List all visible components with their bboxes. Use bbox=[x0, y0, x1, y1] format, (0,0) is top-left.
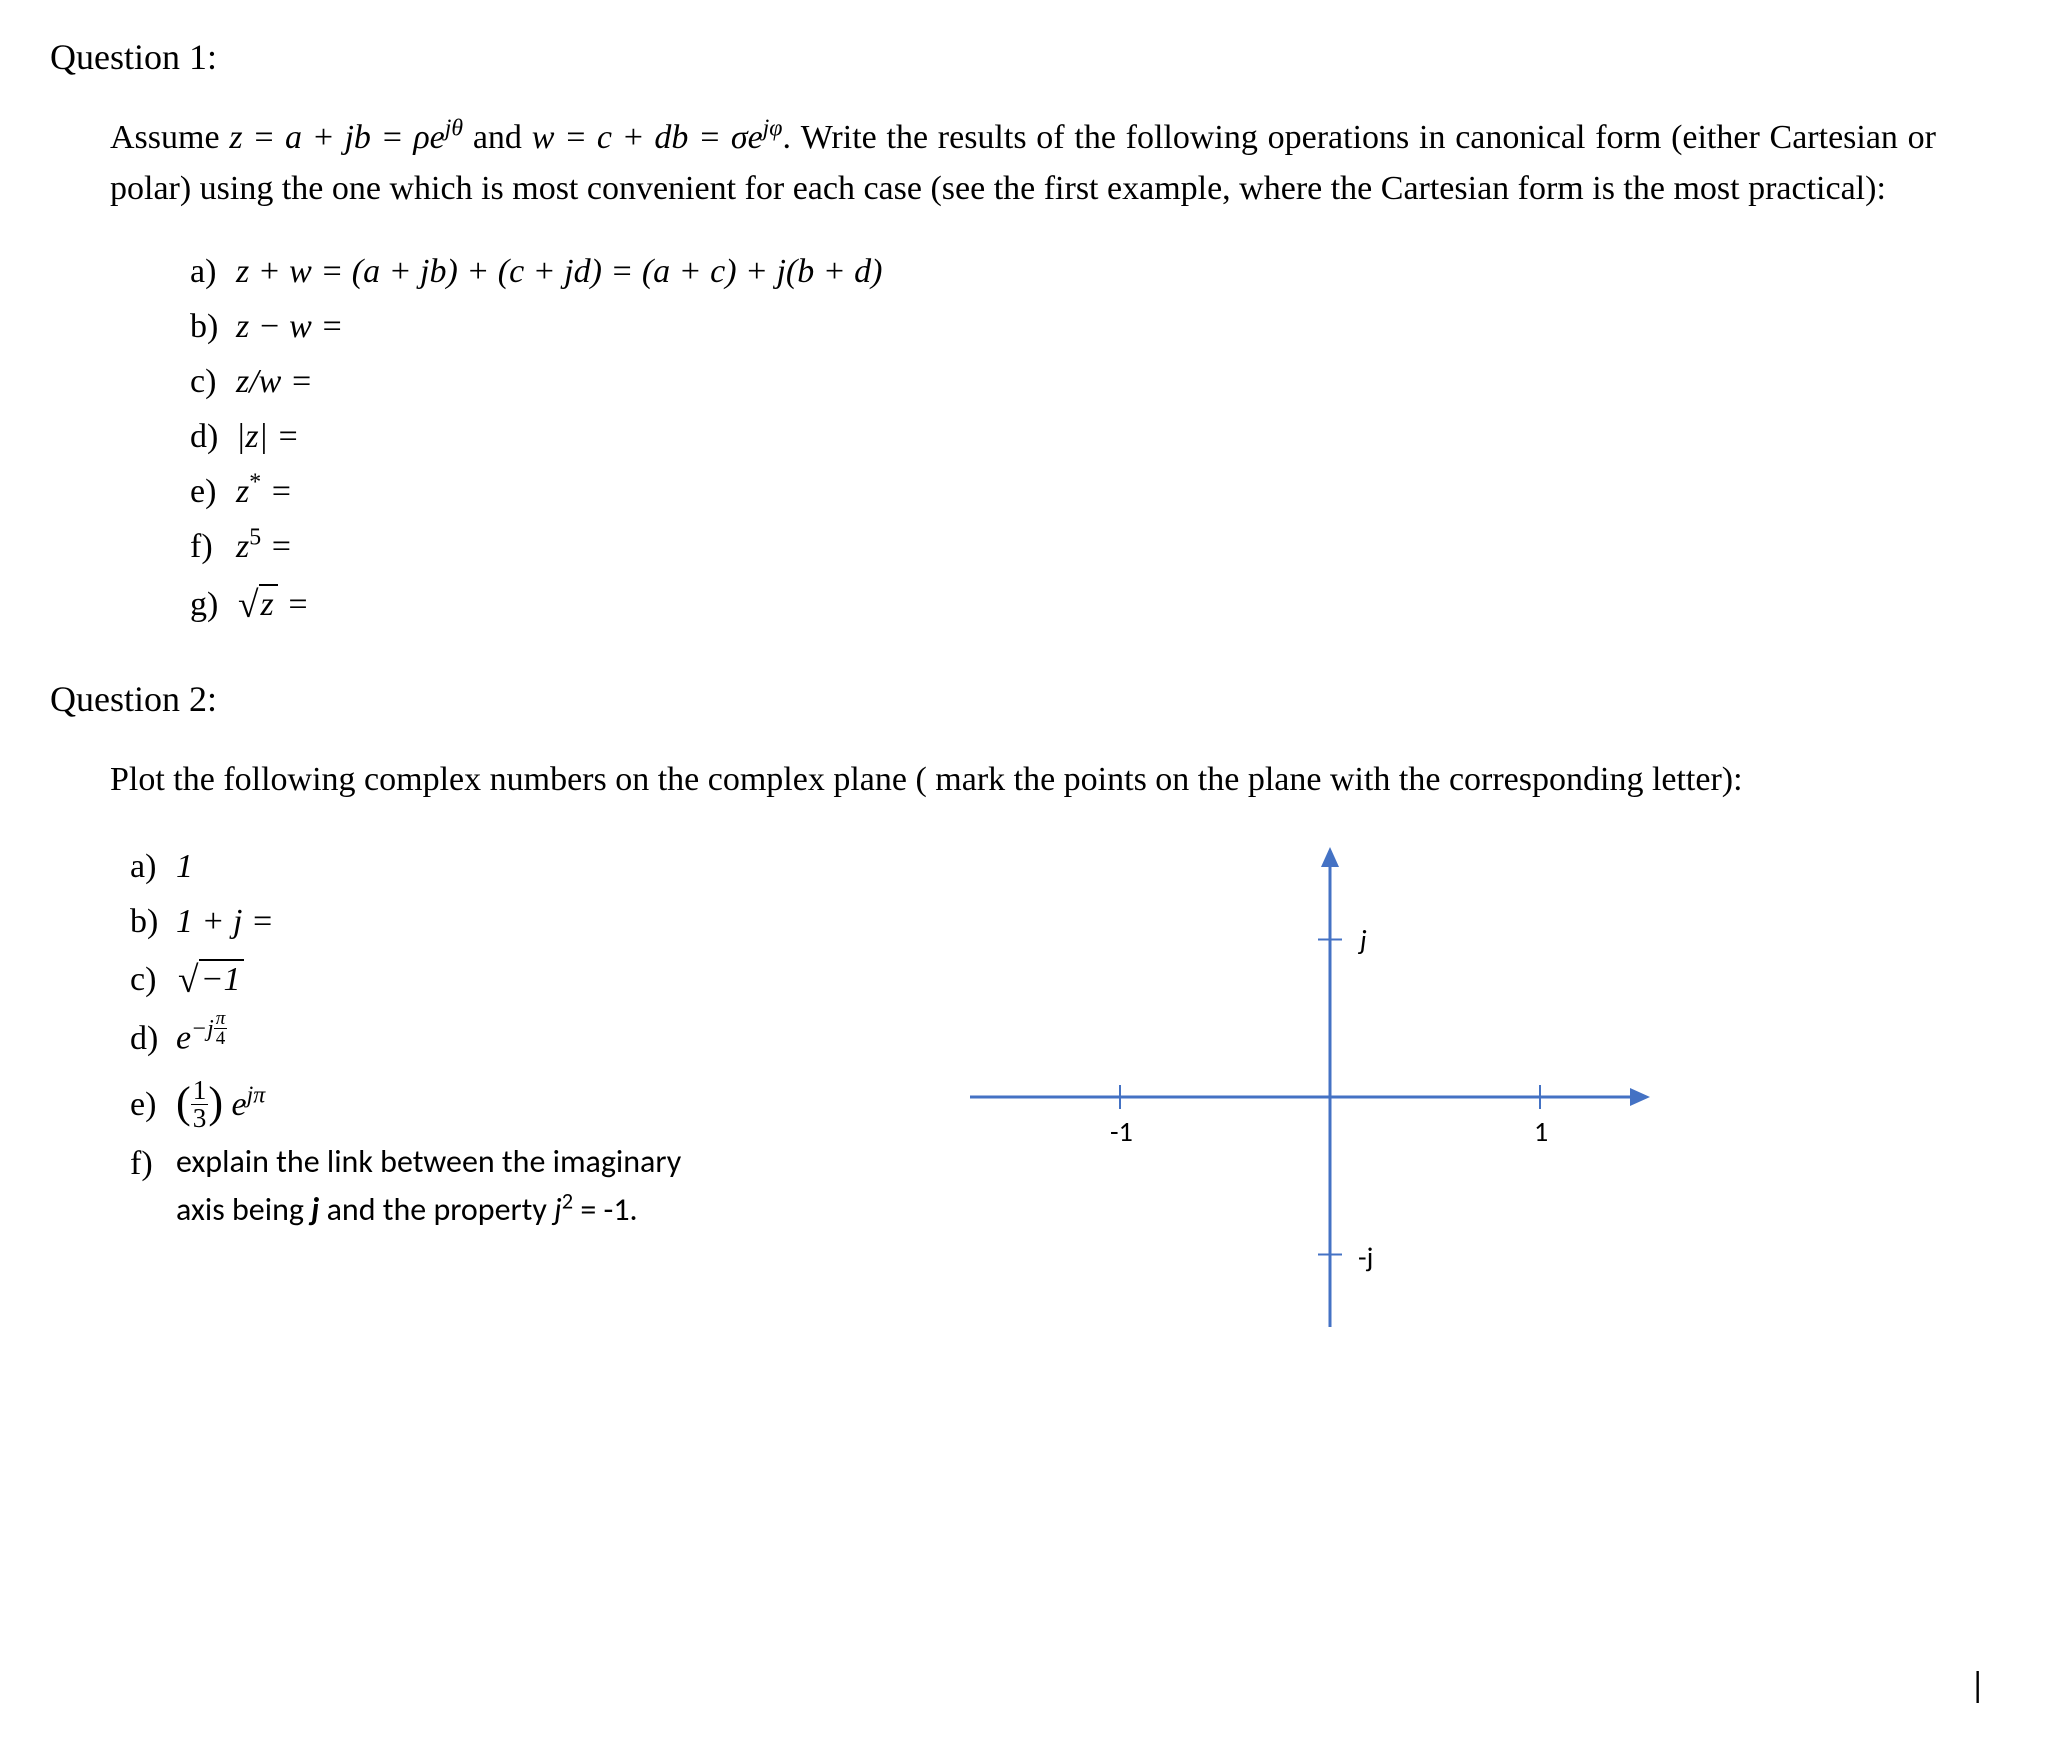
q2-d-e: e bbox=[176, 1020, 191, 1057]
q2-d-letter: d) bbox=[130, 1013, 176, 1064]
q2-left: a) 1 b) 1 + j = c) √−1 d) e−jπ4 bbox=[50, 837, 950, 1254]
sqrt-icon: √−1 bbox=[176, 951, 244, 1007]
q1-item-f: f) z5 = bbox=[190, 521, 1996, 572]
q2-b-text: 1 + j = bbox=[176, 896, 274, 947]
q2-f-l2-post: = -1. bbox=[573, 1190, 638, 1229]
q1-item-d: d) |z| = bbox=[190, 411, 1996, 462]
svg-text:1: 1 bbox=[1534, 1114, 1548, 1149]
q2-e-letter: e) bbox=[130, 1079, 176, 1130]
q2-f-letter: f) bbox=[130, 1138, 176, 1189]
q1-b-letter: b) bbox=[190, 301, 236, 352]
q1-e-star: * bbox=[249, 470, 261, 496]
q1-g-post: = bbox=[278, 586, 309, 623]
q2-e-num: 1 bbox=[191, 1077, 209, 1105]
q1-a-letter: a) bbox=[190, 246, 236, 297]
q1-heading: Question 1: bbox=[50, 30, 1996, 84]
q2-d-num: π bbox=[214, 1009, 228, 1029]
q1-intro-p1: Assume bbox=[110, 119, 229, 156]
q2-item-a: a) 1 bbox=[130, 841, 950, 892]
q1-w-exp: jφ bbox=[763, 116, 783, 142]
q1-z-exp: jθ bbox=[445, 116, 463, 142]
q1-z-rho: ρe bbox=[413, 119, 444, 156]
q2-item-b: b) 1 + j = bbox=[130, 896, 950, 947]
q2-intro: Plot the following complex numbers on th… bbox=[110, 754, 1936, 805]
q2-d-den: 4 bbox=[214, 1029, 228, 1048]
q1-f-post: = bbox=[261, 528, 292, 565]
q1-e-post: = bbox=[261, 473, 292, 510]
q2-f-l2-pre: axis being bbox=[176, 1190, 311, 1229]
q1-d-text: |z| = bbox=[236, 411, 299, 462]
q2-d-exp-pre: −j bbox=[191, 1016, 214, 1042]
q2-e-exp: jπ bbox=[247, 1082, 266, 1108]
q2-item-e: e) (13) ejπ bbox=[130, 1068, 950, 1135]
q2-plot-container: 1 -1 j -j bbox=[950, 837, 1996, 1372]
q2-e-den: 3 bbox=[191, 1105, 209, 1132]
svg-text:-j: -j bbox=[1358, 1240, 1373, 1275]
q2-e-e: e bbox=[232, 1086, 247, 1123]
q2-c-letter: c) bbox=[130, 954, 176, 1005]
q1-f-pre: z bbox=[236, 528, 249, 565]
text-cursor-icon: | bbox=[1969, 1658, 1986, 1712]
q1-f-letter: f) bbox=[190, 521, 236, 572]
q2-a-text: 1 bbox=[176, 841, 193, 892]
q1-d-letter: d) bbox=[190, 411, 236, 462]
q1-item-b: b) z − w = bbox=[190, 301, 1996, 352]
q1-z-lead: z = a + jb = bbox=[229, 119, 413, 156]
q2-f-line1: explain the link between the imaginary bbox=[176, 1142, 681, 1181]
q2-c-rad: −1 bbox=[199, 959, 245, 998]
sqrt-icon: √z bbox=[236, 576, 278, 632]
q1-intro-p2: and bbox=[463, 119, 532, 156]
q2-e-frac: 13 bbox=[191, 1077, 209, 1132]
q2-f-pow: 2 bbox=[562, 1189, 573, 1216]
q2-item-d: d) e−jπ4 bbox=[130, 1011, 950, 1063]
q2-row: a) 1 b) 1 + j = c) √−1 d) e−jπ4 bbox=[50, 837, 1996, 1372]
q1-w-lead: w = c + db = bbox=[532, 119, 731, 156]
q2-item-c: c) √−1 bbox=[130, 951, 950, 1007]
q1-item-c: c) z/w = bbox=[190, 356, 1996, 407]
q2-d-frac: π4 bbox=[214, 1009, 228, 1048]
q1-item-e: e) z* = bbox=[190, 466, 1996, 517]
complex-plane-plot: 1 -1 j -j bbox=[950, 837, 1670, 1357]
page: Question 1: Assume z = a + jb = ρejθ and… bbox=[0, 0, 2046, 1752]
q1-a-text: z + w = (a + jb) + (c + jd) = (a + c) + … bbox=[236, 246, 883, 297]
q2-d-exp: −jπ4 bbox=[191, 1016, 227, 1042]
q1-f-pow: 5 bbox=[249, 525, 261, 551]
svg-text:-1: -1 bbox=[1110, 1114, 1133, 1149]
q1-list: a) z + w = (a + jb) + (c + jd) = (a + c)… bbox=[190, 246, 1996, 632]
q1-e-pre: z bbox=[236, 473, 249, 510]
q1-e-letter: e) bbox=[190, 466, 236, 517]
q1-intro: Assume z = a + jb = ρejθ and w = c + db … bbox=[110, 112, 1936, 214]
q1-item-g: g) √z = bbox=[190, 576, 1996, 632]
q2-heading: Question 2: bbox=[50, 672, 1996, 726]
q1-c-text: z/w = bbox=[236, 356, 313, 407]
q2-e-paren2: ) bbox=[208, 1078, 223, 1127]
q2-e-paren: ( bbox=[176, 1078, 191, 1127]
q1-g-letter: g) bbox=[190, 579, 236, 630]
q1-w-sigma: σe bbox=[731, 119, 763, 156]
q1-g-rad: z bbox=[259, 584, 278, 623]
q1-c-letter: c) bbox=[190, 356, 236, 407]
q2-f-j2: j bbox=[554, 1190, 562, 1229]
q1-item-a: a) z + w = (a + jb) + (c + jd) = (a + c)… bbox=[190, 246, 1996, 297]
q2-f-body: explain the link between the imaginary a… bbox=[176, 1138, 681, 1234]
q1-b-text: z − w = bbox=[236, 301, 343, 352]
q2-a-letter: a) bbox=[130, 841, 176, 892]
q2-item-f: f) explain the link between the imaginar… bbox=[130, 1138, 950, 1234]
q2-b-letter: b) bbox=[130, 896, 176, 947]
q2-f-l2-mid: and the property bbox=[319, 1190, 554, 1229]
svg-text:j: j bbox=[1357, 923, 1367, 958]
q2-list: a) 1 b) 1 + j = c) √−1 d) e−jπ4 bbox=[130, 841, 950, 1234]
